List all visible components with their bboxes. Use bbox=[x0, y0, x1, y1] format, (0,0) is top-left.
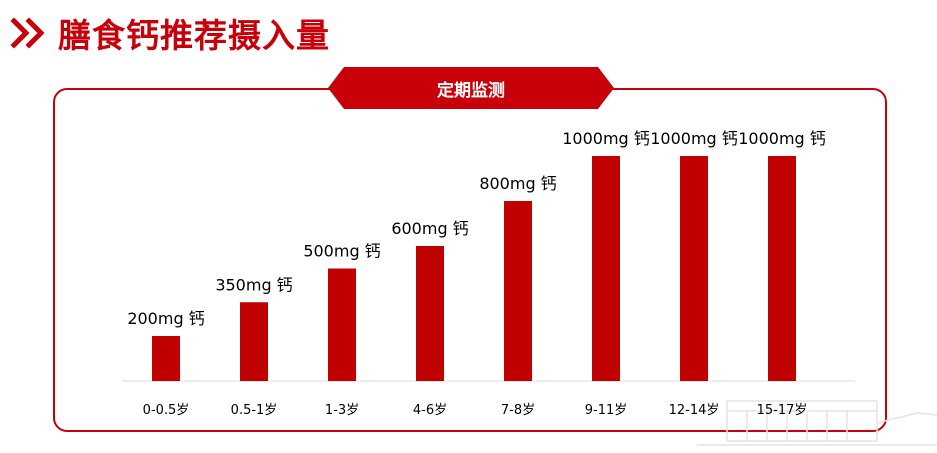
bar-1 bbox=[240, 302, 268, 381]
x-tick-label-2: 1-3岁 bbox=[325, 403, 359, 418]
double-chevron-right-icon bbox=[10, 17, 45, 49]
bar-5 bbox=[592, 156, 620, 381]
x-tick-label-0: 0-0.5岁 bbox=[143, 403, 190, 418]
data-label-2: 500mg 钙 bbox=[303, 242, 380, 261]
x-tick-label-4: 7-8岁 bbox=[501, 403, 535, 418]
data-label-3: 600mg 钙 bbox=[391, 219, 468, 238]
x-tick-label-5: 9-11岁 bbox=[585, 403, 628, 418]
bar-2 bbox=[328, 268, 356, 381]
x-tick-label-7: 15-17岁 bbox=[757, 403, 808, 418]
bar-3 bbox=[416, 246, 444, 381]
page-title: 膳食钙推荐摄入量 bbox=[58, 16, 330, 55]
bar-7 bbox=[768, 156, 796, 381]
data-label-1: 350mg 钙 bbox=[215, 275, 292, 294]
x-tick-label-6: 12-14岁 bbox=[669, 403, 720, 418]
data-label-4: 800mg 钙 bbox=[479, 174, 556, 193]
data-label-5: 1000mg 钙 bbox=[562, 129, 650, 148]
bar-6 bbox=[680, 156, 708, 381]
data-label-0: 200mg 钙 bbox=[127, 309, 204, 328]
x-tick-label-3: 4-6岁 bbox=[413, 403, 447, 418]
header: 膳食钙推荐摄入量 bbox=[10, 8, 330, 58]
data-label-7: 1000mg 钙 bbox=[738, 129, 826, 148]
building-watermark bbox=[697, 400, 937, 446]
badge-label: 定期监测 bbox=[437, 80, 505, 101]
x-tick-label-1: 0.5-1岁 bbox=[231, 403, 278, 418]
monitoring-badge: 定期监测 bbox=[328, 67, 614, 109]
chart-panel bbox=[53, 88, 887, 432]
data-label-6: 1000mg 钙 bbox=[650, 129, 738, 148]
bar-4 bbox=[504, 201, 532, 381]
badge-shape bbox=[328, 67, 614, 109]
bar-0 bbox=[152, 336, 180, 381]
